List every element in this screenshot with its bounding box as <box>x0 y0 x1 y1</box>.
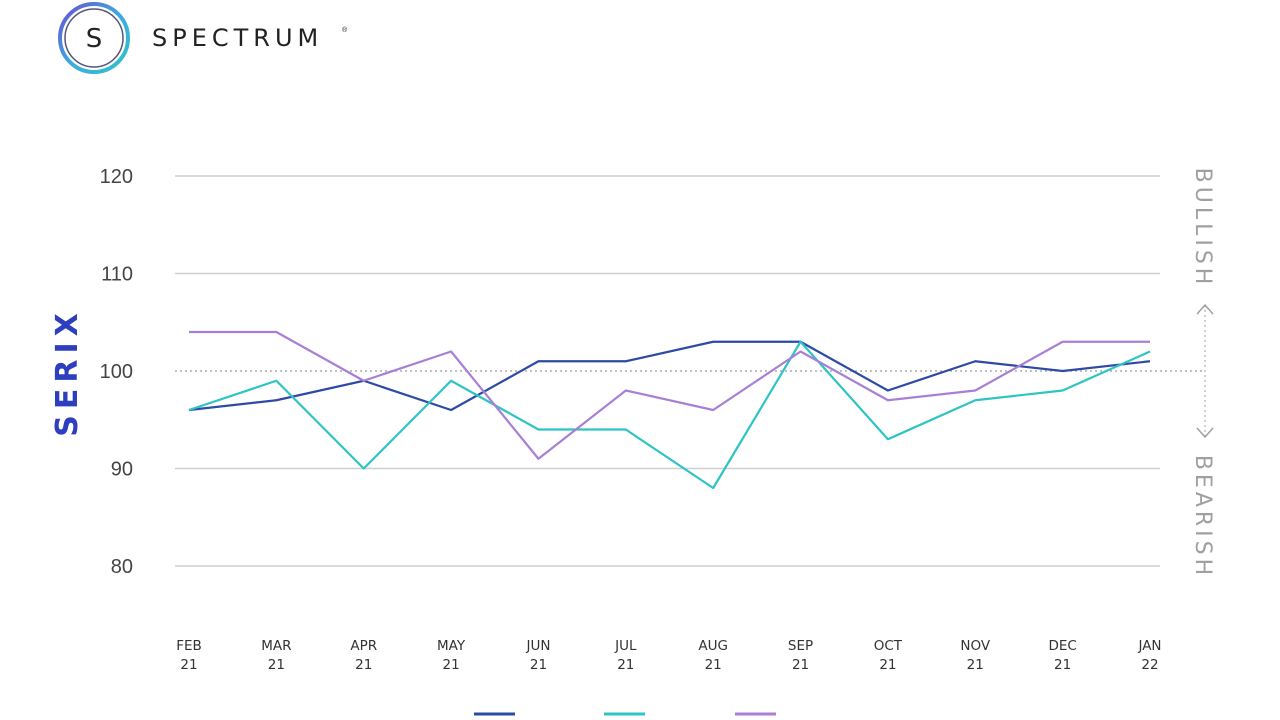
down-arrow-icon <box>1196 427 1214 439</box>
sentiment-indicator: BULLISH BEARISH <box>1190 168 1215 580</box>
up-arrow-icon <box>1196 303 1214 315</box>
x-tick-label: OCT 21 <box>874 638 903 673</box>
series-3-line <box>189 330 1150 460</box>
x-tick-label: NOV 21 <box>960 638 990 673</box>
x-tick-label: AUG 21 <box>698 638 728 673</box>
x-tick-label: FEB 21 <box>176 638 202 673</box>
brand-logo: S SPECTRUM ® <box>52 0 372 78</box>
x-tick-label: JUN 21 <box>525 638 550 673</box>
series-2-line <box>188 340 1151 490</box>
x-tick-label: DEC 21 <box>1048 638 1076 673</box>
registered-mark: ® <box>342 27 348 34</box>
x-tick-label: JUL 21 <box>614 638 637 673</box>
x-tick-label: MAY 21 <box>437 638 466 673</box>
y-tick-label: 100 <box>100 361 133 383</box>
grid-lines <box>175 175 1205 567</box>
x-tick-label: MAR 21 <box>261 638 291 673</box>
series-lines <box>188 330 1151 490</box>
y-tick-label: 110 <box>101 264 133 286</box>
x-tick-label: JAN 22 <box>1137 638 1161 673</box>
y-tick-label: 80 <box>111 556 133 578</box>
bullish-label: BULLISH <box>1190 168 1215 289</box>
y-axis-ticks: 120 110 100 90 80 <box>100 166 133 578</box>
x-tick-label: SEP 21 <box>788 638 813 673</box>
bearish-label: BEARISH <box>1190 455 1215 579</box>
series-1-line <box>188 340 1151 412</box>
y-tick-label: 90 <box>111 459 133 481</box>
brand-name: SPECTRUM <box>152 24 324 52</box>
y-tick-label: 120 <box>100 166 133 188</box>
x-tick-label: APR 21 <box>350 638 377 673</box>
spectrum-logo-icon: S <box>58 2 130 74</box>
y-axis-label: SERIX <box>50 307 85 437</box>
svg-text:S: S <box>86 24 103 54</box>
x-axis-ticks: FEB 21 MAR 21 APR 21 MAY 21 JUN 21 JUL 21 AUG 21 SEP 21… <box>176 638 1161 673</box>
